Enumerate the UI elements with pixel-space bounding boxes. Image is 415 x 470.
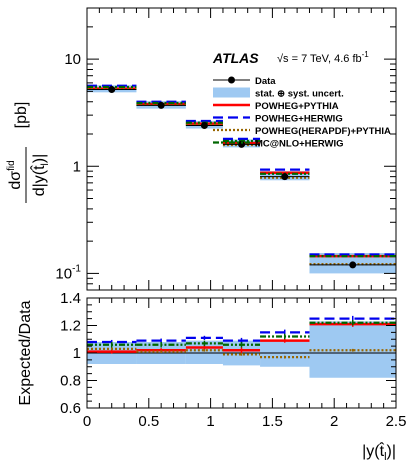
- y-tick-label: 1: [73, 158, 81, 175]
- y-title-unit: [pb]: [13, 102, 30, 129]
- y-title-sub: l: [40, 163, 51, 165]
- legend: Data stat. ⊕ syst. uncert.POWHEG+PYTHIA PO…: [213, 76, 391, 150]
- ratio-y-tick-label: 1.2: [60, 318, 81, 335]
- legend-label: MC@NLO+HERWIG: [255, 139, 344, 150]
- ratio-y-tick-label: 1: [73, 345, 81, 362]
- legend-label: POWHEG+HERWIG: [255, 114, 343, 125]
- x-tick-label: 1.5: [262, 413, 283, 430]
- ratio-y-axis-title: Expected/Data: [17, 300, 34, 405]
- energy-label: √s = 7 TeV, 4.6 fb-1: [277, 50, 369, 65]
- data-point: [349, 261, 357, 269]
- atlas-label: ATLAS: [212, 50, 259, 66]
- ratio-uncertainty-band: [260, 340, 310, 367]
- x-tick-label: 0.5: [138, 413, 159, 430]
- y-tick-label-exponent: -1: [72, 263, 81, 274]
- ratio-y-tick-label: 0.6: [60, 400, 81, 417]
- main-plot-frame: [86, 7, 397, 291]
- legend-label: POWHEG(HERAPDF)+PYTHIA: [255, 126, 391, 137]
- legend-data-marker: [228, 76, 235, 84]
- ratio-panel: 0.6 0.8 1 1.2 1.4 0 0.5 1 1.5 2 2.5 Expected/Data |y…: [17, 290, 406, 463]
- main-y-axis-title: dσfid d|y(t̂l)| [pb]: [6, 102, 51, 203]
- y-tick-label: 10-1: [55, 263, 81, 282]
- data-point: [281, 173, 289, 181]
- x-axis-title: |y(t̂l)|: [362, 441, 396, 463]
- data-point: [238, 140, 245, 148]
- ratio-y-tick-label: 1.4: [60, 290, 81, 307]
- x-title-close: )|: [387, 443, 396, 460]
- y-title-sup: fid: [6, 160, 17, 171]
- x-tick-label: 0: [83, 413, 91, 430]
- legend-label: Data: [255, 76, 276, 87]
- y-title-close: )|: [31, 154, 48, 163]
- x-tick-label: 1: [206, 413, 214, 430]
- y-title-numerator: dσfid: [6, 160, 24, 189]
- data-point: [157, 101, 165, 109]
- legend-band-swatch: [213, 87, 250, 98]
- y-title-denominator: d|y(t̂l)|: [29, 154, 51, 197]
- x-tick-label: 2: [330, 413, 338, 430]
- legend-label: stat. ⊕ syst. uncert.: [255, 89, 344, 100]
- x-tick-label: 2.5: [386, 413, 407, 430]
- ratio-y-tick-label: 0.8: [60, 373, 81, 390]
- legend-label: POWHEG+PYTHIA: [255, 101, 339, 112]
- data-point: [200, 122, 208, 130]
- x-title-sub: l: [384, 451, 386, 463]
- main-panel: 10-1 1 10 dσfid d|y(t̂l)| [pb] ATLAS √s = 7 TeV…: [6, 7, 397, 291]
- data-point: [108, 86, 116, 94]
- energy-label-exponent: -1: [362, 50, 370, 59]
- y-tick-label: 10: [64, 51, 81, 68]
